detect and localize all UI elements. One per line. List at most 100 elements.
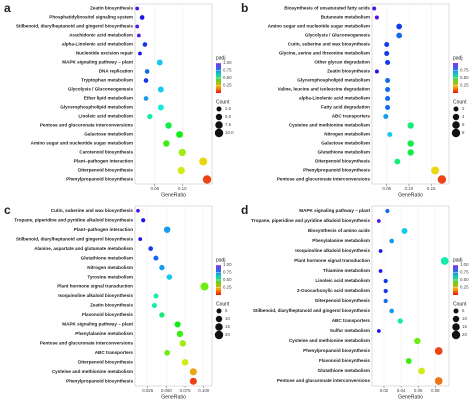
x-axis-label: GeneRatio: [398, 394, 423, 400]
dot: [176, 330, 184, 338]
size-key-label: 8: [462, 130, 465, 135]
category-label: Glutathione metabolism: [318, 150, 370, 155]
category-label: Phenylalanine metabolism: [312, 238, 370, 243]
category-label: Plant hormone signal transduction: [294, 258, 370, 263]
size-legend-title: Count: [216, 301, 230, 307]
size-key: [214, 330, 224, 340]
dot: [407, 140, 414, 147]
panel-label: d: [241, 203, 248, 217]
category-label: Zeatin biosynthesis: [327, 69, 370, 74]
category-label: ABC transporters: [95, 350, 134, 355]
category-label: alpha-Linolenic acid metabolism: [299, 96, 370, 101]
panel-label: b: [241, 1, 248, 15]
size-key: [451, 330, 461, 340]
size-key: [452, 323, 460, 331]
dot: [383, 278, 388, 284]
dot: [405, 358, 412, 364]
dot: [174, 321, 181, 328]
category-label: Sulfur metabolism: [330, 328, 370, 333]
size-key-label: 5: [225, 308, 228, 313]
dot: [178, 148, 186, 157]
dot: [157, 104, 164, 111]
category-label: Diterpenoid biosynthesis: [78, 168, 133, 173]
category-label: Phenylpropanoid biosynthesis: [303, 168, 370, 173]
size-key: [215, 113, 223, 121]
category-label: Zeatin biosynthesis: [90, 6, 133, 11]
category-label: Plant hormone signal transduction: [57, 284, 133, 289]
colorbar-tick-label: 0.75: [223, 270, 232, 275]
dot: [153, 293, 159, 299]
dot: [385, 60, 391, 65]
category-label: Glycerophospholipid metabolism: [60, 105, 133, 110]
dot: [407, 122, 414, 129]
category-label: Diterpenoid biosynthesis: [78, 360, 133, 365]
x-tick-label: 0.10: [178, 186, 187, 191]
category-label: ABC transporters: [332, 318, 371, 323]
category-label: Galactose metabolism: [321, 141, 370, 146]
category-label: Phenylpropanoid biosynthesis: [66, 177, 133, 182]
dot: [385, 78, 391, 83]
size-key-label: 15: [462, 324, 467, 329]
dot: [383, 298, 388, 304]
size-key-label: 15: [225, 324, 230, 329]
dot: [396, 23, 403, 30]
plot-panel: [371, 205, 450, 387]
dot: [383, 288, 388, 294]
dot: [385, 105, 391, 110]
dot: [372, 6, 377, 11]
colorbar-tick-label: 0.50: [460, 277, 469, 282]
colorbar-tick-label: 0.50: [223, 277, 232, 282]
category-label: Cutin, suberine and wax biosynthesis: [288, 42, 371, 47]
category-label: Cysteine and methionine metabolism: [289, 123, 370, 128]
category-label: Valine, leucine and isoleucine degradati…: [278, 87, 371, 92]
dot: [148, 246, 154, 251]
dot: [414, 337, 421, 345]
dot: [378, 249, 383, 253]
colorbar-tick-label: 0.25: [223, 285, 232, 290]
dot: [179, 340, 187, 347]
category-label: Glycolysis / Gluconeogenesis: [68, 87, 134, 92]
size-key-label: 10.0: [225, 130, 234, 135]
color-legend-title: padj: [216, 55, 225, 61]
color-legend-title: padj: [453, 257, 462, 263]
size-legend-title: Count: [453, 99, 467, 105]
dot: [200, 282, 209, 291]
dot: [401, 228, 408, 234]
dot: [389, 308, 394, 314]
category-label: Fatty acid degradation: [321, 105, 370, 110]
dot: [157, 86, 164, 93]
category-label: Isoquinoline alkaloid biosynthesis: [295, 248, 370, 253]
category-label: Galactose metabolism: [84, 132, 133, 137]
dot: [139, 15, 145, 20]
x-tick-label: 0.075: [180, 388, 192, 393]
colorbar-tick-label: 0.25: [460, 285, 469, 290]
dot: [387, 132, 393, 137]
size-key-label: 7.5: [225, 122, 232, 127]
colorbar-tick-label: 0.50: [223, 75, 232, 80]
dot: [138, 237, 143, 242]
category-label: Alanine, aspartate and glutamate metabol…: [34, 246, 133, 251]
dot: [135, 6, 140, 11]
dot: [176, 131, 183, 138]
category-label: Stilbenoid, diarylheptanoid and gingerol…: [16, 24, 134, 29]
dot: [136, 33, 141, 38]
category-label: Stilbenoid, diarylheptanoid and gingerol…: [253, 308, 371, 313]
dot: [378, 269, 383, 273]
size-key-label: 4: [462, 114, 465, 119]
x-tick-label: 0.10: [405, 186, 414, 191]
x-tick-label: 0.050: [161, 388, 173, 393]
size-key-label: 6: [462, 122, 465, 127]
dot: [437, 175, 447, 184]
category-label: Tryptophan metabolism: [81, 78, 133, 83]
category-label: Pentose and glucuronate interconversions: [40, 123, 134, 128]
dot: [151, 302, 157, 308]
category-label: Linoleic acid metabolism: [315, 278, 370, 283]
size-key-label: 20: [462, 332, 467, 337]
size-key: [453, 106, 459, 112]
colorbar-tick-label: 1.00: [223, 262, 232, 267]
size-key-label: 5.0: [225, 114, 232, 119]
size-key: [452, 121, 460, 129]
category-label: Plant–pathogen interaction: [74, 227, 133, 232]
dot: [163, 140, 170, 147]
